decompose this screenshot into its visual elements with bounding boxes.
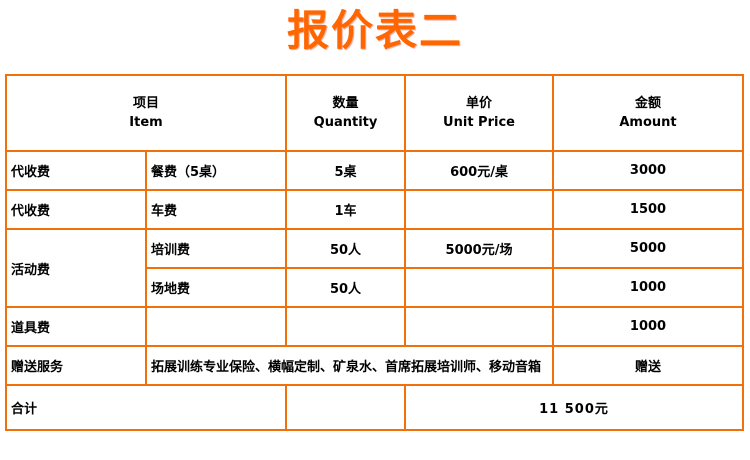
amount-cell: 5000 bbox=[552, 228, 745, 269]
total-value-cell: 11 500元 bbox=[404, 384, 745, 431]
total-quantity-cell bbox=[285, 384, 407, 431]
category-cell: 代收费 bbox=[5, 150, 147, 191]
item-cell: 餐费（5桌） bbox=[144, 150, 288, 191]
header-quantity-zh: 数量 bbox=[332, 95, 359, 111]
table-row: 场地费 50人 1000 bbox=[6, 267, 745, 308]
category-cell: 活动费 bbox=[5, 228, 147, 308]
item-cell: 场地费 bbox=[144, 267, 288, 308]
item-cell: 培训费 bbox=[144, 228, 288, 269]
unit-price-cell: 600元/桌 bbox=[404, 150, 555, 191]
category-cell: 代收费 bbox=[5, 189, 147, 230]
quotation-table: 项目 Item 数量 Quantity 单价 Unit Price 金额 Amo… bbox=[4, 74, 745, 431]
unit-price-cell: 5000元/场 bbox=[404, 228, 555, 269]
total-label-cell: 合计 bbox=[4, 384, 288, 431]
table-row: 代收费 餐费（5桌） 5桌 600元/桌 3000 bbox=[5, 150, 745, 191]
quantity-cell: 50人 bbox=[285, 228, 407, 269]
amount-cell: 1000 bbox=[552, 267, 745, 308]
table-row: 活动费 培训费 50人 5000元/场 5000 bbox=[5, 228, 745, 308]
header-unit-price: 单价 Unit Price bbox=[404, 74, 555, 152]
quantity-cell bbox=[285, 306, 407, 347]
total-row: 合计 11 500元 bbox=[4, 384, 745, 431]
table-header-row: 项目 Item 数量 Quantity 单价 Unit Price 金额 Amo… bbox=[4, 74, 745, 152]
table-row: 道具费 1000 bbox=[5, 306, 745, 347]
header-item-en: Item bbox=[129, 115, 163, 130]
header-unit-price-en: Unit Price bbox=[443, 115, 515, 130]
header-item-zh: 项目 bbox=[133, 95, 160, 111]
page-title: 报价表二 bbox=[286, 6, 463, 55]
quantity-cell: 50人 bbox=[285, 267, 407, 308]
amount-cell: 3000 bbox=[552, 150, 745, 191]
header-quantity: 数量 Quantity bbox=[285, 74, 407, 152]
header-amount: 金额 Amount bbox=[552, 74, 745, 152]
unit-price-cell bbox=[404, 267, 555, 308]
table-row: 代收费 车费 1车 1500 bbox=[5, 189, 745, 230]
amount-cell: 赠送 bbox=[552, 345, 745, 386]
header-unit-price-zh: 单价 bbox=[466, 95, 493, 111]
header-amount-en: Amount bbox=[619, 115, 677, 130]
services-cell: 拓展训练专业保险、横幅定制、矿泉水、首席拓展培训师、移动音箱 bbox=[144, 345, 555, 386]
item-cell: 车费 bbox=[144, 189, 288, 230]
category-cell: 道具费 bbox=[5, 306, 147, 347]
amount-cell: 1000 bbox=[552, 306, 745, 347]
table-row: 赠送服务 拓展训练专业保险、横幅定制、矿泉水、首席拓展培训师、移动音箱 赠送 bbox=[5, 345, 745, 386]
item-cell bbox=[144, 306, 288, 347]
header-item: 项目 Item bbox=[4, 74, 288, 152]
header-amount-zh: 金额 bbox=[635, 95, 662, 111]
category-cell: 赠送服务 bbox=[5, 345, 147, 386]
amount-cell: 1500 bbox=[552, 189, 745, 230]
unit-price-cell bbox=[404, 306, 555, 347]
unit-price-cell bbox=[404, 189, 555, 230]
quantity-cell: 1车 bbox=[285, 189, 407, 230]
header-quantity-en: Quantity bbox=[313, 115, 378, 130]
quantity-cell: 5桌 bbox=[285, 150, 407, 191]
